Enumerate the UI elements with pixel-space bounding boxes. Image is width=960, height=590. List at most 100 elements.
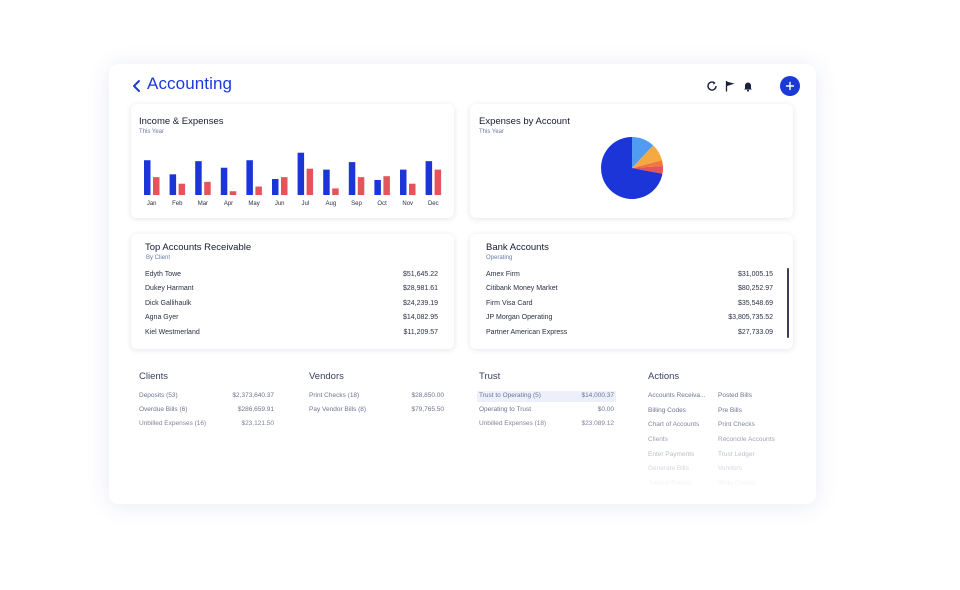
bell-icon[interactable] (742, 80, 754, 92)
action-write-checks[interactable]: Write Checks (718, 480, 757, 487)
action-enter-payments[interactable]: Enter Payments (648, 451, 695, 458)
action-pre-bills[interactable]: Pre Bills (718, 407, 742, 414)
bank-name: Citibank Money Market (486, 285, 558, 292)
action-clients[interactable]: Clients (648, 436, 668, 443)
tick-label-nov: Nov (402, 201, 413, 207)
bar-jun-series-2[interactable] (281, 177, 288, 195)
add-button[interactable] (780, 76, 800, 96)
action-vendors[interactable]: Vendors (718, 465, 742, 472)
bank-name: Amex Firm (486, 271, 520, 278)
bar-dec-series-1[interactable] (425, 161, 433, 195)
bar-apr-series-1[interactable] (220, 167, 228, 195)
bar-jun-series-1[interactable] (272, 179, 279, 195)
link-value: $28,850.00 (411, 392, 444, 399)
trust-link[interactable]: Trust to Operating (5) $14,000.37 (477, 391, 616, 402)
client-name: Kiel Westmerland (145, 329, 200, 336)
bar-dec-series-2[interactable] (434, 169, 442, 195)
action-billing-codes[interactable]: Billing Codes (648, 407, 686, 414)
bar-mar-series-1[interactable] (195, 161, 202, 195)
bank-row[interactable]: JP Morgan Operating $3,805,735.52 (486, 314, 773, 326)
action-trust-ledger[interactable]: Trust Ledger (718, 451, 755, 458)
action-print-checks[interactable]: Print Checks (718, 421, 755, 428)
accounting-window: Accounting Income & Expenses This (109, 64, 816, 504)
vendors-link[interactable]: Pay Vendor Bills (8) $79,765.50 (309, 406, 444, 417)
receivable-row[interactable]: Dick Gallihaulk $24,239.19 (145, 300, 438, 312)
action-chart-of-accounts[interactable]: Chart of Accounts (648, 421, 700, 428)
bank-name: Firm Visa Card (486, 300, 533, 307)
bar-aug-series-1[interactable] (323, 169, 330, 195)
link-value: $286,659.91 (237, 406, 274, 413)
income-expenses-subtitle: This Year (139, 129, 165, 135)
flag-icon[interactable] (724, 80, 736, 92)
bar-apr-series-2[interactable] (229, 191, 237, 195)
action-journal-entries[interactable]: Journal Entries (648, 480, 692, 487)
link-label: Deposits (53) (139, 392, 178, 399)
clients-link[interactable]: Deposits (53) $2,373,640.37 (139, 392, 274, 403)
clients-link[interactable]: Unbilled Expenses (16) $23,121.50 (139, 420, 274, 431)
bank-row[interactable]: Partner American Express $27,733.09 (486, 329, 773, 341)
action-generate-bills[interactable]: Generate Bills (648, 465, 689, 472)
refresh-icon[interactable] (706, 80, 718, 92)
bar-feb-series-1[interactable] (169, 174, 177, 195)
trust-section-title: Trust (479, 371, 501, 382)
vendors-link[interactable]: Print Checks (18) $28,850.00 (309, 392, 444, 403)
tick-label-jun: Jun (275, 201, 285, 207)
bar-oct-series-2[interactable] (383, 176, 390, 195)
receivable-subtitle: By Client (146, 255, 171, 261)
link-value: $79,765.50 (411, 406, 444, 413)
link-label: Pay Vendor Bills (8) (309, 406, 367, 413)
bar-mar-series-2[interactable] (204, 181, 211, 195)
bar-may-series-2[interactable] (255, 186, 262, 195)
bank-row[interactable]: Firm Visa Card $35,548.69 (486, 300, 773, 312)
bar-aug-series-2[interactable] (332, 188, 339, 195)
bar-oct-series-1[interactable] (374, 179, 381, 195)
link-label: Print Checks (18) (309, 392, 360, 399)
action-accounts-receivable[interactable]: Accounts Receiva... (648, 392, 706, 399)
bank-name: JP Morgan Operating (486, 314, 553, 321)
pie-slice-5[interactable] (632, 166, 663, 174)
bar-jul-series-1[interactable] (297, 152, 305, 195)
tick-label-dec: Dec (428, 201, 439, 207)
link-label: Trust to Operating (5) (479, 392, 541, 399)
expenses-by-account-title: Expenses by Account (479, 116, 570, 127)
trust-link[interactable]: Unbilled Expenses (18) $23,089.12 (479, 420, 614, 431)
client-amount: $51,645.22 (402, 271, 438, 278)
tick-label-sep: Sep (351, 201, 362, 207)
bank-scrollbar[interactable] (787, 268, 789, 338)
income-expenses-title: Income & Expenses (139, 116, 224, 127)
bar-feb-series-2[interactable] (178, 183, 186, 195)
income-expenses-card[interactable]: Income & Expenses This Year Jan Feb Mar Apr… (131, 104, 454, 218)
action-reconcile-accounts[interactable]: Reconcile Accounts (718, 436, 775, 443)
clients-link[interactable]: Overdue Bills (6) $286,659.91 (139, 406, 274, 417)
pie-slice-2[interactable] (632, 137, 654, 168)
pie-slice-1[interactable] (601, 137, 663, 199)
back-chevron-icon[interactable] (131, 78, 145, 94)
bar-nov-series-2[interactable] (409, 183, 416, 195)
receivable-row[interactable]: Dukey Harmant $28,981.61 (145, 285, 438, 297)
receivable-row[interactable]: Agna Gyer $14,082.95 (145, 314, 438, 326)
bank-row[interactable]: Amex Firm $31,005.15 (486, 271, 773, 283)
bar-sep-series-2[interactable] (357, 177, 365, 195)
bar-jul-series-2[interactable] (306, 168, 314, 195)
expenses-by-account-subtitle: This Year (479, 129, 505, 135)
bar-nov-series-1[interactable] (400, 169, 407, 195)
bar-jan-series-2[interactable] (153, 177, 160, 195)
trust-link[interactable]: Operating to Trust $0.00 (479, 406, 614, 417)
bank-row[interactable]: Citibank Money Market $80,252.97 (486, 285, 773, 297)
action-posted-bills[interactable]: Posted Bills (718, 392, 752, 399)
bar-sep-series-1[interactable] (348, 162, 356, 195)
clients-section-title: Clients (139, 371, 169, 382)
tick-label-feb: Feb (172, 201, 183, 207)
receivable-row[interactable]: Kiel Westmerland $11,209.57 (145, 329, 438, 341)
pie-slice-4[interactable] (632, 160, 663, 168)
receivable-row[interactable]: Edyth Towe $51,645.22 (145, 271, 438, 283)
expenses-by-account-card[interactable]: Expenses by Account This Year (470, 104, 793, 218)
tick-label-jan: Jan (147, 201, 157, 207)
bar-jan-series-1[interactable] (144, 160, 151, 195)
bank-amount: $31,005.15 (737, 271, 773, 278)
bar-may-series-1[interactable] (246, 160, 253, 195)
bank-amount: $3,805,735.52 (728, 314, 773, 321)
pie-slice-3[interactable] (632, 145, 663, 168)
link-value: $14,000.37 (581, 392, 614, 399)
bank-accounts-card: Bank Accounts Operating Amex Firm $31,005… (470, 234, 793, 349)
